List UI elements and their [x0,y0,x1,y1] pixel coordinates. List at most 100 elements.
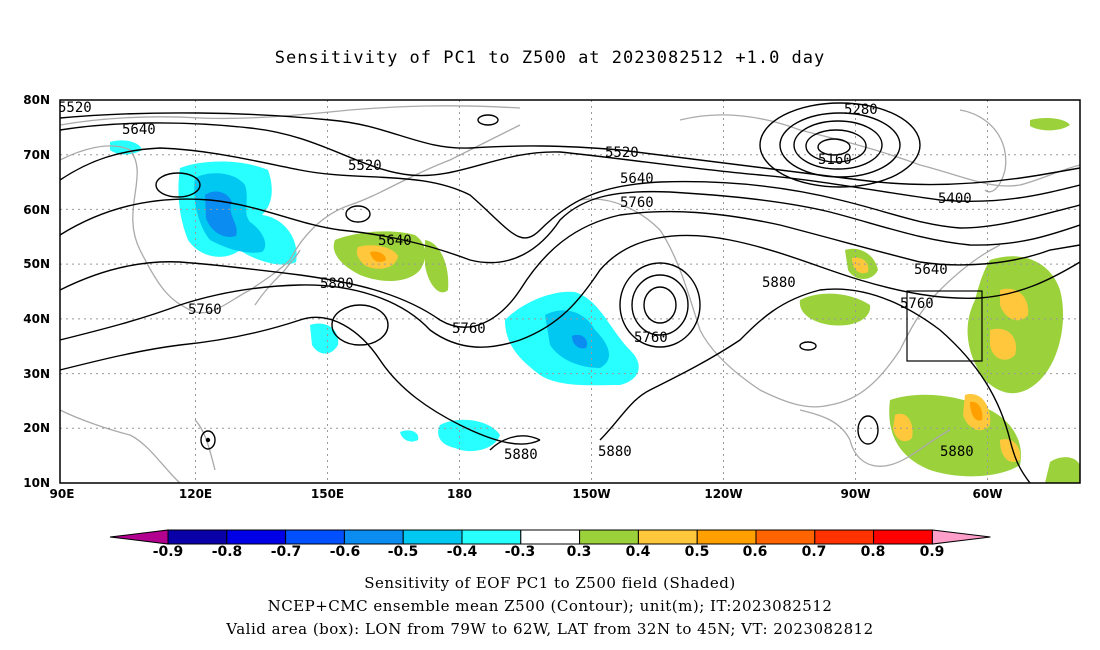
colorbar-label: 0.7 [802,544,827,560]
colorbar-swatch [755,529,816,545]
contour-closed-low [200,430,216,450]
contour-label: 5640 [620,171,654,187]
contour-line [599,288,1031,483]
contour-closed-low [817,138,851,156]
contour-closed-low [643,286,677,324]
map-frame [59,99,1081,484]
contour-label: 5760 [620,195,654,211]
contour-line [60,190,1080,264]
contour-line [60,147,1080,239]
contour-label: 5760 [900,296,934,312]
caption-line-1: Sensitivity of EOF PC1 to Z500 field (Sh… [364,574,736,592]
caption-line-3: Valid area (box): LON from 79W to 62W, L… [226,620,874,638]
contour-label: 5520 [348,158,382,174]
contour-label: 5880 [940,444,974,460]
contour-label: 5760 [188,302,222,318]
shade-positive-region [990,328,1016,360]
contour-line [60,112,1080,186]
contour-closed-low [793,120,883,170]
shade-negative-region [438,419,500,452]
valid-area-box [906,290,983,362]
contour-closed-low [345,205,371,223]
contour-label: 5760 [634,330,668,346]
colorbar-label: -0.4 [447,544,478,560]
lon-tick-label: 90E [50,487,75,501]
caption-line-2: NCEP+CMC ensemble mean Z500 (Contour); u… [267,597,833,615]
coastline-seasia [60,409,181,483]
lat-tick-label: 60N [23,203,50,217]
lon-tick-labels: 90E 120E 150E 180 150W 120W 90W 60W [50,487,1003,501]
lon-tick-label: 180 [447,487,472,501]
shade-positive-region [370,251,386,262]
shade-positive-region [852,257,869,274]
shade-positive-region [425,240,449,293]
contour-closed-low [619,262,701,348]
contour-label: 5640 [914,262,948,278]
contour-closed-low [799,341,817,351]
colorbar-swatch [167,529,228,545]
contour-line [489,435,541,451]
colorbar-swatch [873,529,933,545]
contour-label: 5880 [504,447,538,463]
lon-tick-label: 120W [704,487,742,501]
shade-positive-region [1045,457,1080,483]
colorbar-swatch [931,529,991,545]
colorbar-swatch [285,529,345,545]
contour-line [60,234,1080,348]
lat-tick-label: 30N [23,367,50,381]
lat-tick-label: 10N [23,476,50,490]
contour-closed-low [155,172,201,198]
coastline-japan [254,249,301,306]
shade-positive-region [893,413,913,442]
colorbar-swatches [109,529,991,545]
colorbar-swatch [109,529,169,545]
shade-negative-region [400,430,419,442]
contour-labels: 5520 5640 5520 5640 5760 5880 5760 5520 … [60,100,974,463]
shade-positive-region [970,401,983,421]
lat-tick-label: 70N [23,148,50,162]
colorbar-swatch [402,529,463,545]
contour-label: 5760 [452,321,486,337]
colorbar-swatch [579,529,639,545]
lon-tick-label: 150E [311,487,344,501]
contour-closed-low [805,129,867,163]
colorbar-label: -0.3 [505,544,536,560]
coastline-canada-north [679,114,1080,187]
colorbar-label: 0.9 [920,544,945,560]
shade-negative-region [310,323,339,354]
shade-positive-region [967,256,1064,394]
colorbar-label: -0.9 [153,544,184,560]
contour-line [60,210,1080,328]
contour-label: 5880 [320,276,354,292]
colorbar-label: -0.5 [388,544,419,560]
shade-positive-region [1030,117,1070,131]
contour-label: 5640 [122,122,156,138]
contour-label: 5520 [605,145,639,161]
shade-positive-region [799,293,871,326]
lat-tick-labels: 80N 70N 60N 50N 40N 30N 20N 10N [23,93,50,490]
colorbar-label: -0.8 [212,544,243,560]
shade-negative-region [572,334,588,349]
colorbar-label: 0.6 [743,544,768,560]
contour-label: 5880 [598,444,632,460]
colorbar-label: 0.8 [861,544,886,560]
shade-positive-region [1000,288,1029,321]
colorbar-label: -0.7 [271,544,302,560]
colorbar-swatch [461,529,522,545]
shaded-sensitivity [110,117,1080,483]
contour-closed-low [779,112,901,178]
contour-label: 5880 [762,275,796,291]
colorbar-label: -0.6 [330,544,361,560]
colorbar-swatch [814,529,875,545]
contour-label: 5400 [938,191,972,207]
coastline-greenland [959,109,1007,193]
coastline-asia [60,124,521,314]
colorbar-label: 0.4 [626,544,651,560]
colorbar-label: 0.5 [685,544,710,560]
colorbar-swatch [637,529,698,545]
lon-tick-label: 60W [973,487,1003,501]
contour-label: 5640 [378,233,412,249]
contour-closed-low [857,415,879,445]
